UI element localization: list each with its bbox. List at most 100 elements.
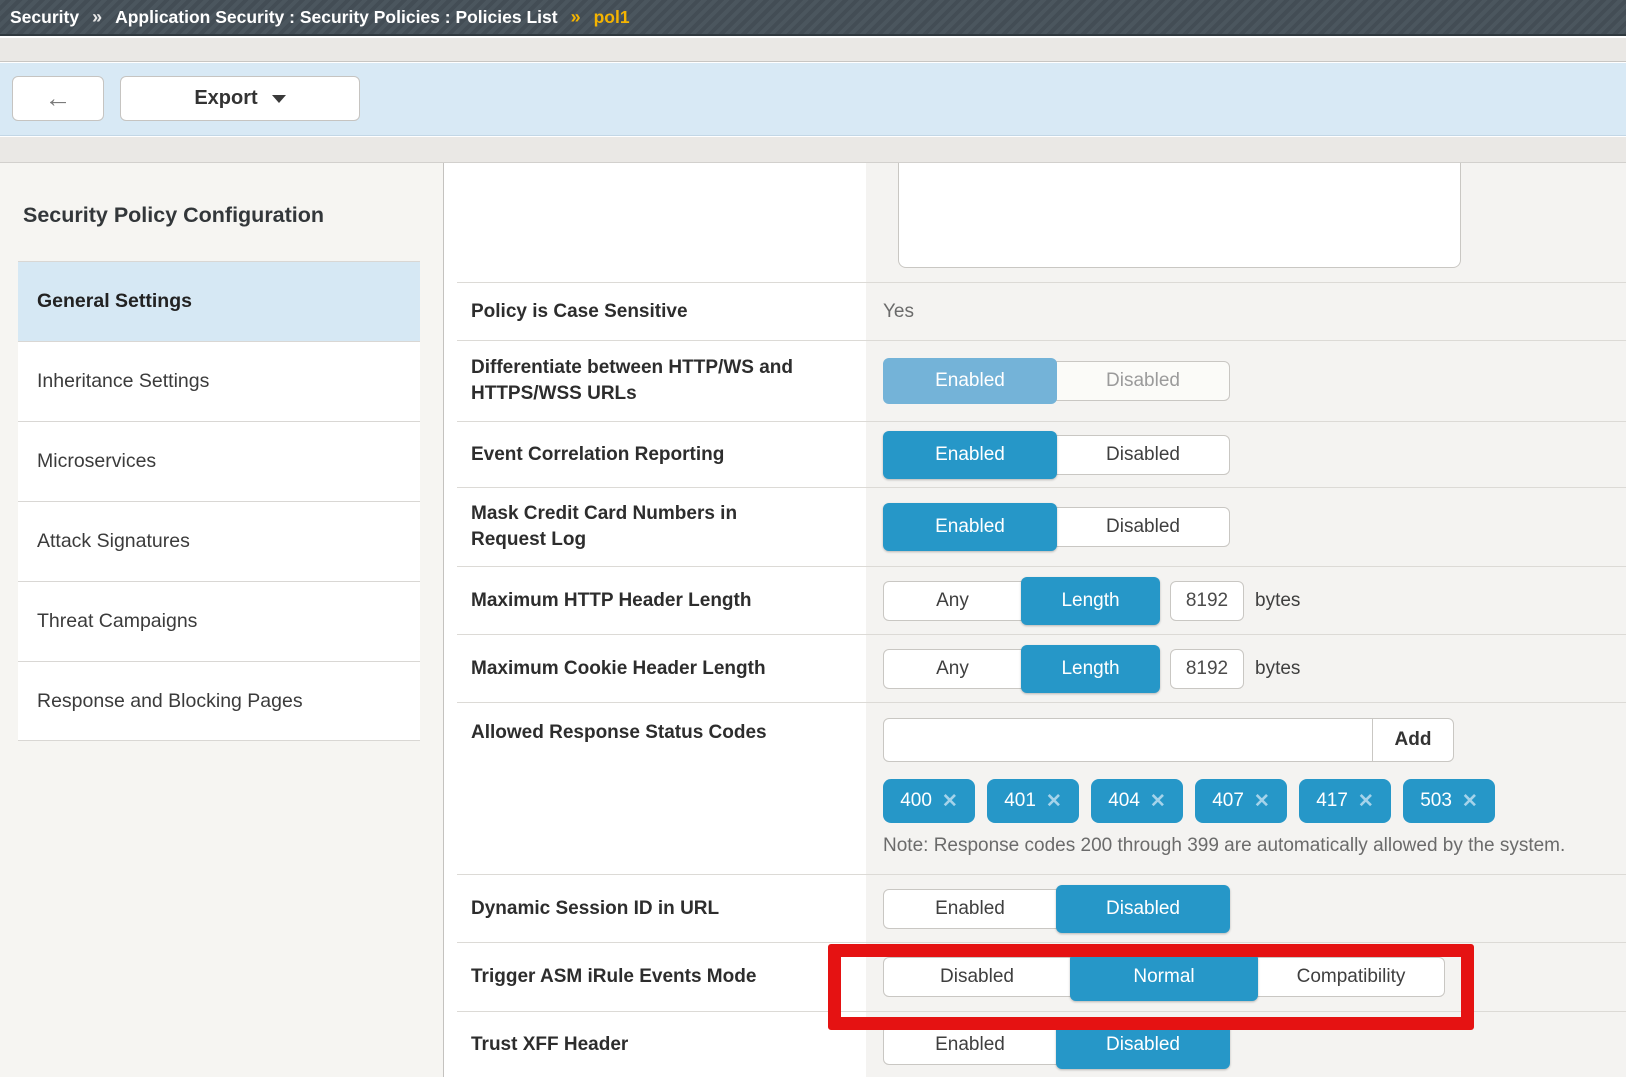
back-button[interactable]: ← <box>12 76 104 121</box>
sidebar-item-label: Attack Signatures <box>37 530 190 552</box>
max-http-header-toggle: Any Length <box>883 576 1160 625</box>
settings-row-trigger-asm-irule: Trigger ASM iRule Events Mode Disabled N… <box>457 943 1626 1012</box>
status-code-chip: 407 ✕ <box>1195 779 1287 823</box>
sidebar-item-attack-signatures[interactable]: Attack Signatures <box>18 501 420 581</box>
row-label <box>457 163 866 282</box>
settings-row-event-correlation: Event Correlation Reporting Enabled Disa… <box>457 422 1626 488</box>
sidebar-nav: General Settings Inheritance Settings Mi… <box>18 261 420 741</box>
status-code-chips: 400 ✕ 401 ✕ 404 ✕ 407 ✕ 417 ✕ <box>883 779 1495 823</box>
mask-credit-card-toggle: Enabled Disabled <box>883 503 1230 551</box>
sidebar-item-label: Microservices <box>37 450 157 472</box>
status-codes-note: Note: Response codes 200 through 399 are… <box>883 835 1566 856</box>
row-label: Allowed Response Status Codes <box>471 722 767 743</box>
row-label: Event Correlation Reporting <box>471 443 725 465</box>
sidebar: Security Policy Configuration General Se… <box>0 163 444 1077</box>
trigger-asm-irule-toggle: Disabled Normal Compatibility <box>883 953 1445 1001</box>
row-label: Policy is Case Sensitive <box>471 300 688 322</box>
dynamic-session-toggle: Enabled Disabled <box>883 884 1230 933</box>
back-arrow-icon: ← <box>44 83 72 113</box>
chip-value: 407 <box>1212 790 1244 811</box>
status-code-chip: 401 ✕ <box>987 779 1079 823</box>
settings-row-differentiate: Differentiate between HTTP/WS and HTTPS/… <box>457 341 1626 422</box>
sidebar-item-threat-campaigns[interactable]: Threat Campaigns <box>18 581 420 661</box>
trust-xff-toggle: Enabled Disabled <box>883 1020 1230 1069</box>
toggle-option-disabled[interactable]: Disabled <box>1056 1020 1230 1069</box>
max-http-header-length-input[interactable] <box>1170 580 1244 621</box>
chip-value: 503 <box>1420 790 1452 811</box>
breadcrumb-separator-icon: » <box>92 6 103 27</box>
toggle-option-disabled[interactable]: Disabled <box>1056 884 1230 933</box>
settings-row-mask-credit-card: Mask Credit Card Numbers in Request Log … <box>457 488 1626 567</box>
sidebar-item-label: Inheritance Settings <box>37 370 210 392</box>
toggle-option-disabled[interactable]: Disabled <box>1056 434 1230 475</box>
toggle-option-length[interactable]: Length <box>1021 644 1160 693</box>
breadcrumb-path: Application Security : Security Policies… <box>115 6 558 27</box>
event-correlation-toggle: Enabled Disabled <box>883 430 1230 479</box>
caret-down-icon <box>271 94 286 103</box>
toggle-option-disabled[interactable]: Disabled <box>883 957 1071 997</box>
row-label: Trigger ASM iRule Events Mode <box>471 966 757 987</box>
export-button[interactable]: Export <box>120 76 360 121</box>
bytes-unit-label: bytes <box>1255 657 1301 679</box>
remove-icon[interactable]: ✕ <box>1461 790 1478 812</box>
toolbar-divider-strip <box>0 137 1626 163</box>
status-code-chip: 503 ✕ <box>1403 779 1495 823</box>
row-label: Maximum HTTP Header Length <box>471 589 752 611</box>
status-code-input[interactable] <box>883 718 1373 762</box>
toggle-option-enabled[interactable]: Enabled <box>883 503 1057 551</box>
chip-value: 401 <box>1004 790 1036 811</box>
breadcrumb-separator-icon: » <box>570 6 581 27</box>
settings-row-partial <box>457 163 1626 283</box>
breadcrumb-current-page: pol1 <box>593 6 630 27</box>
max-cookie-header-length-input[interactable] <box>1170 648 1244 689</box>
toggle-option-any[interactable]: Any <box>883 580 1022 621</box>
toggle-option-any[interactable]: Any <box>883 648 1022 689</box>
sidebar-item-response-blocking-pages[interactable]: Response and Blocking Pages <box>18 661 420 741</box>
remove-icon[interactable]: ✕ <box>1045 790 1062 812</box>
differentiate-toggle: Enabled Disabled <box>883 358 1230 404</box>
chip-value: 417 <box>1316 790 1348 811</box>
sidebar-item-microservices[interactable]: Microservices <box>18 421 420 501</box>
breadcrumb: Security » Application Security : Securi… <box>0 0 1626 36</box>
settings-row-max-cookie-header: Maximum Cookie Header Length Any Length … <box>457 635 1626 703</box>
remove-icon[interactable]: ✕ <box>1149 790 1166 812</box>
settings-panel: Policy is Case Sensitive Yes Differentia… <box>445 163 1626 1077</box>
export-button-label: Export <box>194 87 258 109</box>
sidebar-item-inheritance-settings[interactable]: Inheritance Settings <box>18 341 420 421</box>
status-code-chip: 404 ✕ <box>1091 779 1183 823</box>
toggle-option-enabled[interactable]: Enabled <box>883 358 1057 404</box>
toggle-option-enabled[interactable]: Enabled <box>883 888 1057 929</box>
toggle-option-enabled[interactable]: Enabled <box>883 1024 1057 1065</box>
chip-value: 400 <box>900 790 932 811</box>
toggle-option-enabled[interactable]: Enabled <box>883 430 1057 479</box>
settings-row-allowed-status-codes: Allowed Response Status Codes Add 400 ✕ … <box>457 703 1626 875</box>
partial-text-input[interactable] <box>898 163 1461 268</box>
header-divider-strip <box>0 38 1626 62</box>
status-code-chip: 400 ✕ <box>883 779 975 823</box>
chip-value: 404 <box>1108 790 1140 811</box>
sidebar-item-general-settings[interactable]: General Settings <box>18 261 420 341</box>
sidebar-item-label: General Settings <box>37 290 192 312</box>
toggle-option-compatibility[interactable]: Compatibility <box>1257 957 1445 997</box>
sidebar-item-label: Response and Blocking Pages <box>37 689 303 712</box>
row-label: Differentiate between HTTP/WS and HTTPS/… <box>471 357 793 404</box>
remove-icon[interactable]: ✕ <box>1253 790 1270 812</box>
sidebar-item-label: Threat Campaigns <box>37 610 198 632</box>
toolbar: ← Export <box>0 63 1626 136</box>
settings-row-dynamic-session: Dynamic Session ID in URL Enabled Disabl… <box>457 875 1626 943</box>
row-label: Trust XFF Header <box>471 1033 629 1055</box>
bytes-unit-label: bytes <box>1255 589 1301 611</box>
breadcrumb-section[interactable]: Security <box>10 6 80 27</box>
status-code-chip: 417 ✕ <box>1299 779 1391 823</box>
add-status-code-button[interactable]: Add <box>1372 718 1454 762</box>
toggle-option-normal[interactable]: Normal <box>1070 953 1258 1001</box>
settings-row-max-http-header: Maximum HTTP Header Length Any Length by… <box>457 567 1626 635</box>
settings-row-case-sensitive: Policy is Case Sensitive Yes <box>457 283 1626 341</box>
toggle-option-length[interactable]: Length <box>1021 576 1160 625</box>
toggle-option-disabled[interactable]: Disabled <box>1056 507 1230 547</box>
case-sensitive-value: Yes <box>883 300 914 322</box>
settings-row-trust-xff: Trust XFF Header Enabled Disabled <box>457 1012 1626 1077</box>
remove-icon[interactable]: ✕ <box>941 790 958 812</box>
remove-icon[interactable]: ✕ <box>1357 790 1374 812</box>
toggle-option-disabled[interactable]: Disabled <box>1056 361 1230 401</box>
